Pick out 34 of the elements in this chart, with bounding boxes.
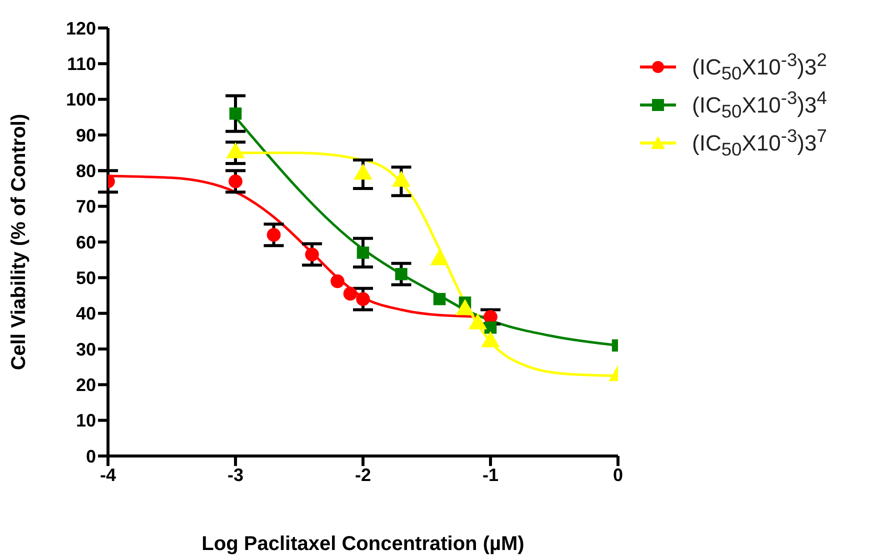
y-tick-label: 40 xyxy=(76,304,96,324)
y-axis-title: Cell Viability (% of Control) xyxy=(8,114,30,370)
legend-label: (IC$_{50}$X10$^{-3}$)3$^{2}$ xyxy=(692,49,827,85)
x-tick-label: 0 xyxy=(612,464,624,485)
legend-label: (IC$_{50}$X10$^{-3}$)3$^{7}$ xyxy=(692,125,827,161)
y-tick-label: 70 xyxy=(76,196,96,217)
point xyxy=(356,246,370,259)
y-tick-label: 80 xyxy=(76,161,96,182)
point xyxy=(305,248,319,262)
x-tick-label: -4 xyxy=(100,464,116,485)
point xyxy=(330,274,344,288)
point xyxy=(343,286,358,301)
point xyxy=(395,268,408,280)
point xyxy=(228,174,242,188)
y-tick-label: 110 xyxy=(66,54,96,74)
legend-label: (IC$_{50}$X10$^{-3}$)3$^{4}$ xyxy=(692,87,827,123)
x-tick-label: -2 xyxy=(354,464,372,485)
y-tick-label: 120 xyxy=(66,18,96,38)
point xyxy=(484,321,497,334)
x-tick-label: -3 xyxy=(227,464,244,485)
x-tick-label: -1 xyxy=(482,464,499,485)
point xyxy=(356,292,370,306)
y-tick-label: 0 xyxy=(86,446,96,466)
x-axis-title: Log Paclitaxel Concentration (µM) xyxy=(202,533,524,556)
y-tick-label: 100 xyxy=(66,90,96,110)
y-tick-label: 90 xyxy=(76,125,96,146)
point xyxy=(229,107,242,120)
y-tick-label: 50 xyxy=(76,268,96,288)
y-tick-label: 60 xyxy=(76,232,96,252)
y-tick-label: 20 xyxy=(76,375,96,396)
y-tick-label: 10 xyxy=(76,410,96,431)
y-tick-label: 30 xyxy=(76,339,96,360)
point xyxy=(266,228,281,242)
point xyxy=(433,292,446,306)
